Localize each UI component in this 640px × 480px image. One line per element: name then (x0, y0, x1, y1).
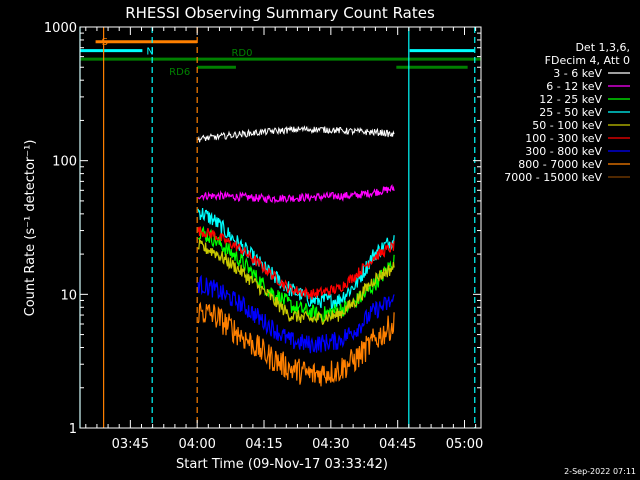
date-stamp: 2-Sep-2022 07:11 (564, 467, 636, 476)
legend-entry-label: 100 - 300 keV (525, 132, 602, 145)
legend-entry-label: 25 - 50 keV (539, 106, 602, 119)
series-layer (197, 124, 395, 387)
x-tick-label: 05:00 (446, 437, 483, 452)
x-tick-label: 03:45 (112, 437, 149, 452)
legend-entry-label: 50 - 100 keV (532, 119, 602, 132)
legend-entry-label: 300 - 800 keV (525, 145, 602, 158)
legend-entry-label: 800 - 7000 keV (518, 158, 602, 171)
x-tick-label: 04:45 (379, 437, 416, 452)
legend-header: Det 1,3,6, (575, 41, 630, 54)
state-bar-label: RD6 (169, 67, 190, 78)
x-tick-label: 04:15 (245, 437, 282, 452)
legend-header: FDecim 4, Att 0 (545, 54, 630, 67)
y-tick-label: 1 (69, 422, 77, 437)
state-bar-label: S (102, 37, 108, 48)
series-line (197, 125, 395, 143)
series-line (197, 225, 395, 324)
legend-entry-label: 3 - 6 keV (553, 67, 602, 80)
legend-entry-label: 7000 - 15000 keV (504, 171, 602, 184)
y-axis-label: Count Rate (s⁻¹ detector⁻¹) (23, 140, 38, 317)
x-tick-label: 04:30 (312, 437, 349, 452)
series-line (197, 226, 395, 300)
axes-layer: 1 10 100 1000 03:45 04:00 04:15 04:30 04:45 05:00 (44, 21, 483, 452)
series-line (197, 184, 395, 204)
x-tick-label: 04:00 (178, 437, 215, 452)
annotation-layer: S N RD0 RD6 (79, 27, 481, 428)
y-tick-label: 100 (52, 155, 77, 170)
legend-entry-label: 6 - 12 keV (546, 80, 602, 93)
chart-title: RHESSI Observing Summary Count Rates (125, 4, 435, 22)
legend-entry-label: 12 - 25 keV (539, 93, 602, 106)
state-bar-label: N (146, 47, 153, 58)
series-line (197, 238, 395, 326)
series-line (197, 274, 395, 354)
y-tick-label: 10 (60, 288, 77, 303)
x-axis-label: Start Time (09-Nov-17 03:33:42) (176, 457, 388, 472)
y-tick-label: 1000 (44, 21, 77, 36)
plot-frame (79, 26, 482, 429)
series-line (197, 208, 395, 310)
series-line (197, 301, 395, 387)
state-bar-label: RD0 (231, 48, 252, 59)
